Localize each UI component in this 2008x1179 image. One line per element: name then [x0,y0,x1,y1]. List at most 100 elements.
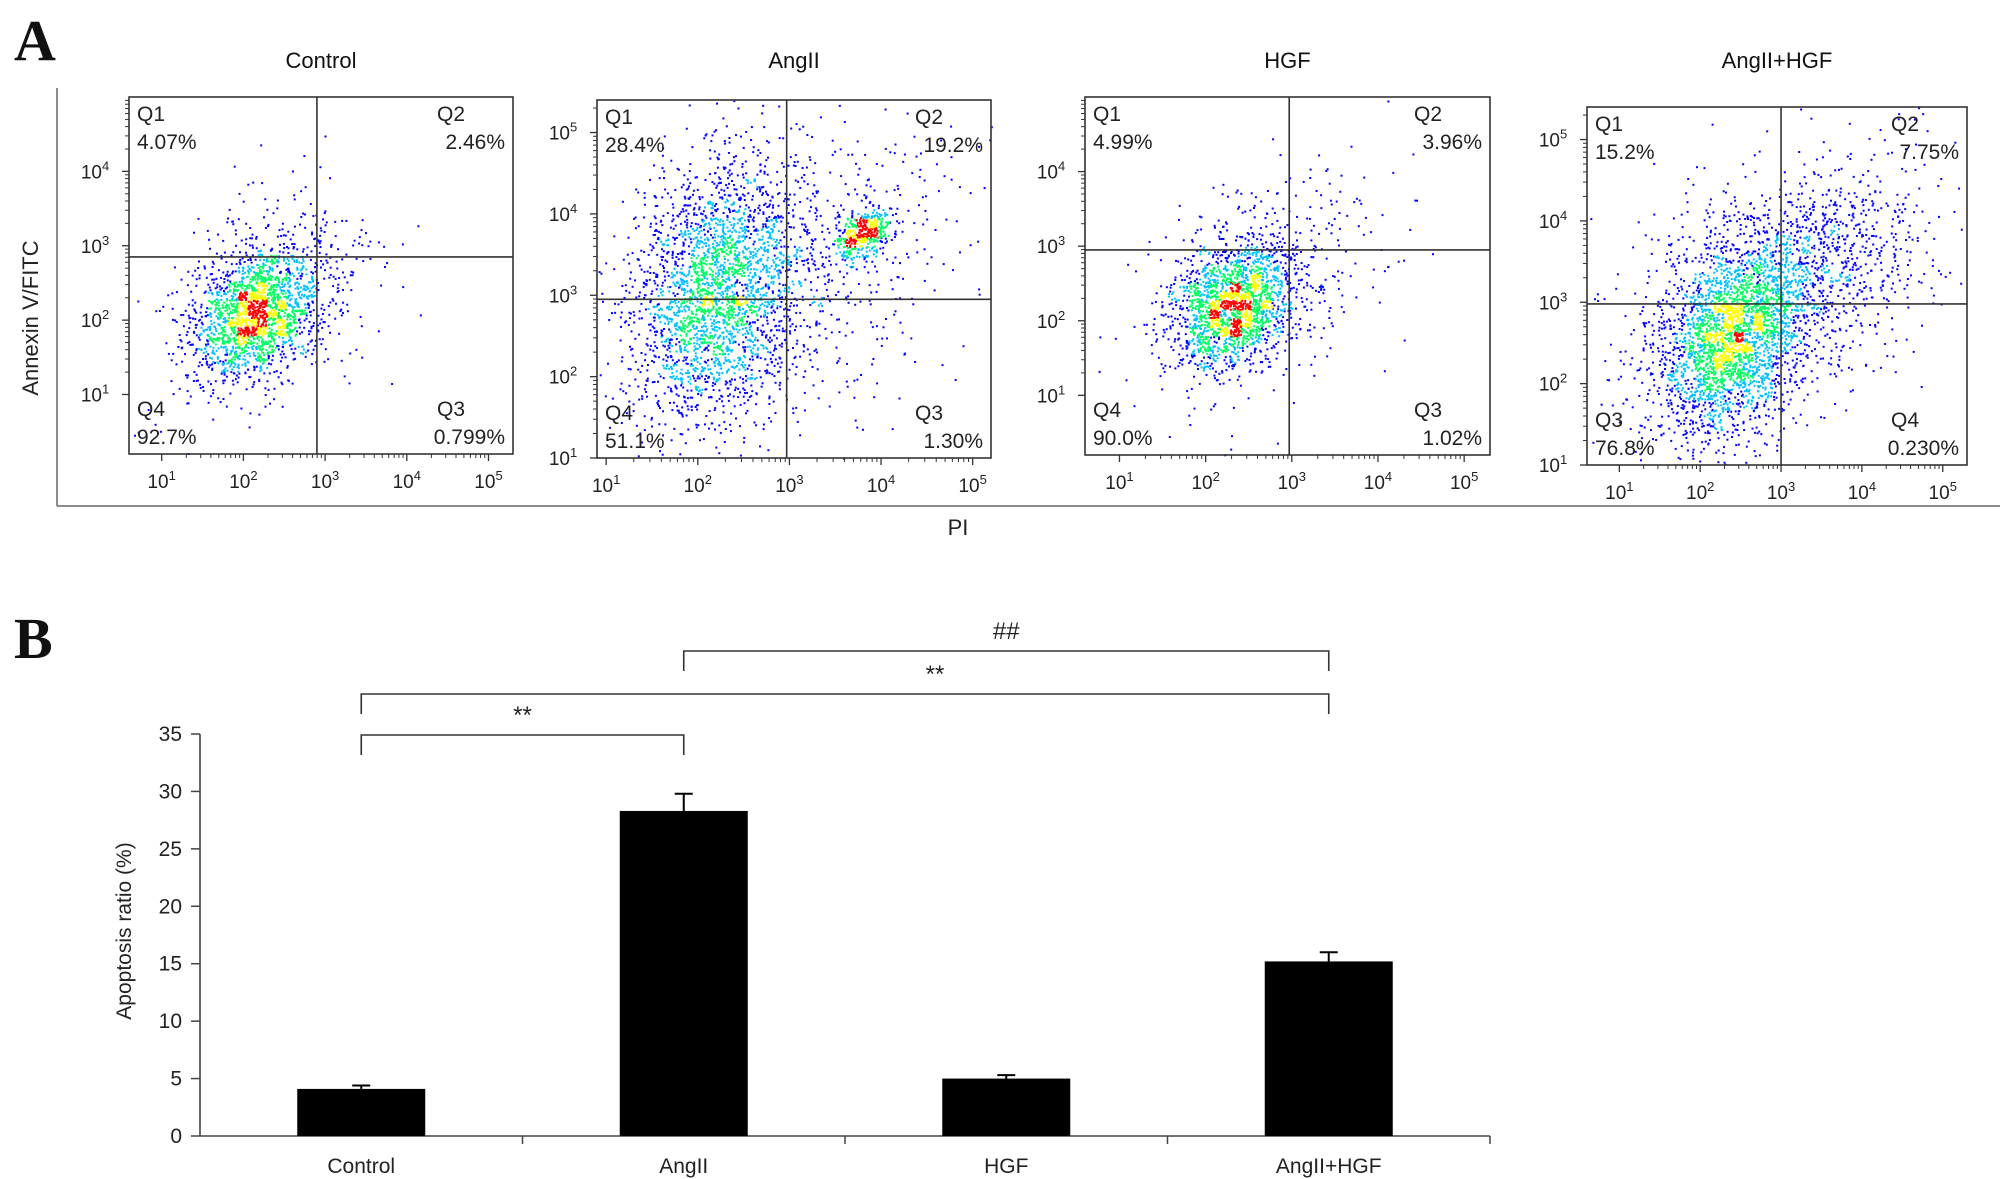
event-dot [861,247,864,250]
event-dot [734,335,737,338]
event-dot [713,329,716,332]
event-dot [197,267,200,269]
event-dot [850,242,853,245]
event-dot [258,380,261,382]
event-dot [331,298,334,301]
event-dot [223,371,226,374]
event-dot [630,330,633,333]
event-dot [766,363,769,366]
event-dot [200,321,203,324]
event-dot [299,269,302,272]
event-dot [865,246,868,249]
event-dot [287,270,290,273]
event-dot [768,403,771,405]
event-dot [290,343,293,346]
event-dot [719,362,722,365]
event-dot [261,316,264,319]
event-dot [764,335,767,338]
event-dot [290,340,293,343]
event-dot [750,331,753,334]
event-dot [741,312,744,315]
event-dot [186,284,189,287]
event-dot [771,276,774,279]
event-dot [690,241,693,244]
event-dot [267,270,269,273]
event-dot [224,359,227,362]
event-dot [665,307,668,310]
event-dot [724,233,727,236]
event-dot [233,332,236,335]
event-dot [272,340,275,342]
event-dot [230,333,233,336]
event-dot [736,294,739,297]
event-dot [254,272,257,275]
event-dot [726,214,729,217]
event-dot [229,282,232,285]
event-dot [663,345,666,348]
event-dot [646,270,649,273]
event-dot [215,304,218,307]
event-dot [308,330,310,333]
event-dot [746,345,749,348]
event-dot [259,365,262,368]
event-dot [286,246,288,248]
event-dot [255,301,258,303]
event-dot [815,209,818,212]
event-dot [276,298,279,301]
event-dot [864,213,867,216]
event-dot [245,310,248,313]
event-dot [732,328,735,331]
event-dot [233,308,236,311]
event-dot [784,283,787,286]
event-dot [290,348,293,351]
event-dot [677,314,680,317]
event-dot [853,239,856,242]
event-dot [731,180,733,182]
event-dot [749,214,751,217]
event-dot [715,276,718,279]
event-dot [699,346,702,348]
event-dot [793,161,796,164]
event-dot [845,251,848,254]
event-dot [292,170,294,173]
event-dot [264,295,267,298]
event-dot [685,317,688,320]
event-dot [295,300,298,303]
event-dot [279,371,282,374]
event-dot [768,205,770,208]
event-dot [671,254,674,257]
event-dot [401,243,404,246]
event-dot [251,303,254,306]
event-dot [687,376,690,378]
event-dot [845,232,848,235]
event-dot [705,263,708,266]
event-dot [715,446,718,449]
event-dot [743,436,746,439]
event-dot [314,262,317,265]
event-dot [849,251,852,254]
event-dot [798,128,801,131]
event-dot [728,319,731,321]
event-dot [324,224,327,227]
event-dot [239,251,241,254]
event-dot [235,317,238,320]
event-dot [256,319,259,322]
event-dot [325,221,328,224]
event-dot [878,231,881,234]
event-dot [230,263,233,266]
event-dot [713,360,716,363]
event-dot [241,363,244,366]
event-dot [674,302,677,305]
event-dot [713,256,716,258]
event-dot [265,279,267,282]
event-dot [246,287,249,289]
event-dot [679,372,682,375]
event-dot [217,304,220,307]
event-dot [693,377,696,380]
event-dot [703,303,705,306]
event-dot [252,341,255,344]
event-dot [619,388,622,391]
event-dot [233,305,236,308]
panel-b-letter: B [14,606,53,671]
event-dot [844,240,847,243]
